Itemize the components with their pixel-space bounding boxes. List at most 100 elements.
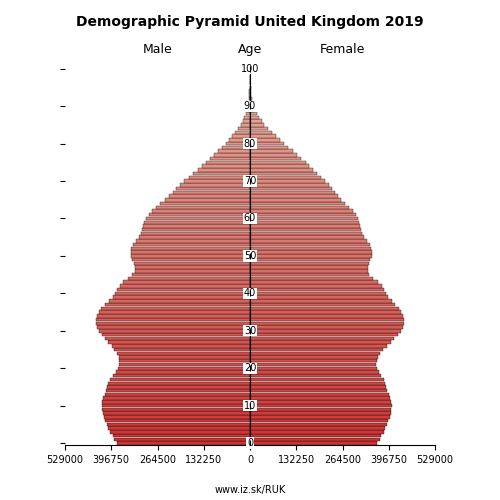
Bar <box>106 389 250 392</box>
Bar <box>229 138 250 141</box>
Bar <box>222 146 250 149</box>
Bar <box>156 206 250 209</box>
Bar <box>250 198 342 202</box>
Bar <box>250 243 370 246</box>
Bar <box>132 258 250 262</box>
Bar <box>250 333 398 336</box>
Bar <box>120 284 250 288</box>
Bar <box>250 389 388 392</box>
Bar <box>250 415 390 418</box>
Bar <box>102 400 250 404</box>
Bar <box>240 123 250 126</box>
Bar <box>250 310 402 314</box>
Text: 0: 0 <box>247 438 253 448</box>
Text: 10: 10 <box>244 400 256 410</box>
Bar <box>250 344 386 348</box>
Text: 70: 70 <box>244 176 256 186</box>
Bar <box>164 198 250 202</box>
Bar <box>250 280 378 284</box>
Bar <box>108 426 250 430</box>
Bar <box>102 333 250 336</box>
Bar <box>114 348 250 352</box>
Bar <box>250 284 382 288</box>
Bar <box>218 150 250 153</box>
Bar <box>250 258 370 262</box>
Bar <box>250 142 284 146</box>
Bar <box>250 93 251 96</box>
Bar <box>250 168 314 172</box>
Bar <box>104 415 250 418</box>
Bar <box>103 412 250 415</box>
Bar <box>250 269 368 272</box>
Bar <box>250 164 310 168</box>
Title: Demographic Pyramid United Kingdom 2019: Demographic Pyramid United Kingdom 2019 <box>76 15 424 29</box>
Bar <box>250 246 372 250</box>
Bar <box>250 374 382 378</box>
Bar <box>242 120 250 123</box>
Bar <box>119 363 250 366</box>
Bar <box>134 269 250 272</box>
Bar <box>250 296 388 299</box>
Bar <box>235 130 250 134</box>
Text: Female: Female <box>320 42 365 56</box>
Bar <box>144 220 250 224</box>
Bar <box>110 378 250 381</box>
Bar <box>250 329 401 332</box>
Bar <box>105 303 250 306</box>
Bar <box>250 120 262 123</box>
Bar <box>124 280 250 284</box>
Bar <box>96 322 250 325</box>
Bar <box>250 348 383 352</box>
Bar <box>248 100 250 104</box>
Bar <box>246 112 250 116</box>
Text: 0: 0 <box>0 499 1 500</box>
Bar <box>250 236 364 239</box>
Bar <box>250 442 377 445</box>
Bar <box>117 442 250 445</box>
Bar <box>250 392 389 396</box>
Bar <box>214 153 250 156</box>
Bar <box>250 254 372 258</box>
Bar <box>250 382 386 385</box>
Bar <box>250 299 392 302</box>
Bar <box>105 336 250 340</box>
Text: 60: 60 <box>244 214 256 224</box>
Bar <box>97 326 250 329</box>
Bar <box>104 396 250 400</box>
Bar <box>250 160 306 164</box>
Bar <box>250 90 251 93</box>
Bar <box>226 142 250 146</box>
Bar <box>172 190 250 194</box>
Bar <box>250 430 384 434</box>
Bar <box>250 180 325 183</box>
Bar <box>250 130 272 134</box>
Bar <box>132 273 250 276</box>
Bar <box>250 123 264 126</box>
Bar <box>114 438 250 441</box>
Bar <box>130 250 250 254</box>
Bar <box>250 97 252 100</box>
Bar <box>105 392 250 396</box>
Bar <box>238 127 250 130</box>
Bar <box>250 262 369 265</box>
Bar <box>136 239 250 242</box>
Bar <box>247 108 250 112</box>
Bar <box>250 434 382 438</box>
Bar <box>108 385 250 388</box>
Bar <box>250 146 288 149</box>
Bar <box>250 153 297 156</box>
Bar <box>250 276 373 280</box>
Bar <box>250 228 361 232</box>
Bar <box>250 220 360 224</box>
Bar <box>250 138 280 141</box>
Bar <box>250 112 257 116</box>
Bar <box>112 374 250 378</box>
Bar <box>134 262 250 265</box>
Bar <box>149 213 250 216</box>
Bar <box>102 404 250 407</box>
Bar <box>160 202 250 205</box>
Bar <box>250 100 252 104</box>
Bar <box>250 288 384 292</box>
Bar <box>202 164 250 168</box>
Bar <box>134 266 250 269</box>
